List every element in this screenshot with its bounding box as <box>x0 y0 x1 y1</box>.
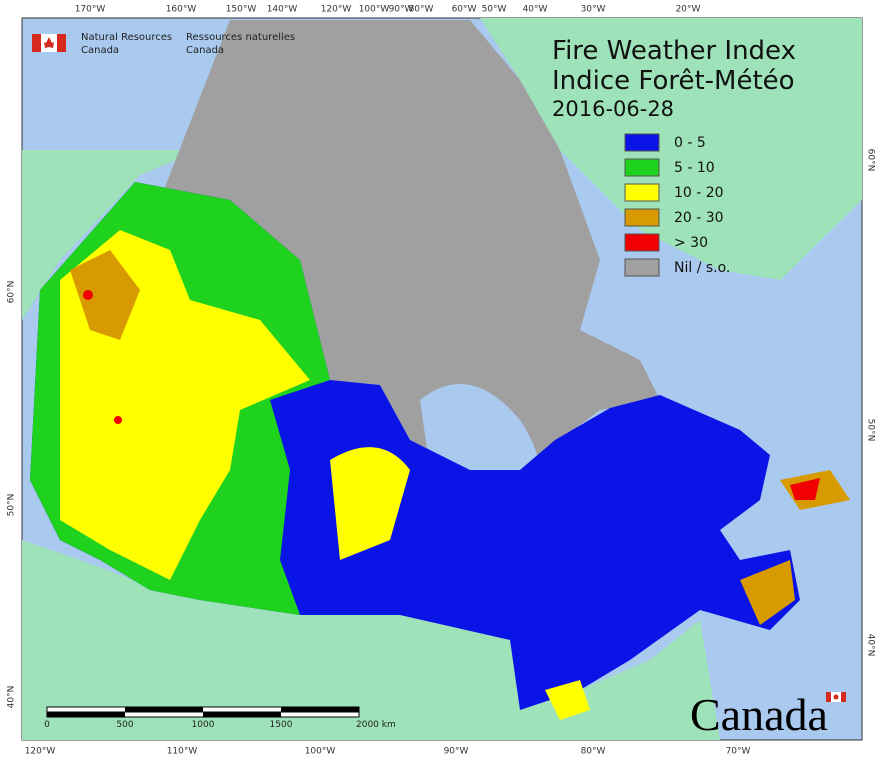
title: Fire Weather Index <box>552 36 796 66</box>
graticule-label: 100°W <box>305 747 336 757</box>
logo-flag <box>32 34 846 702</box>
title: Indice Forêt-Météo <box>552 66 795 96</box>
graticule-label: 90°W <box>444 747 469 757</box>
graticule-label: 40°N <box>866 634 876 657</box>
legend-label: 20 - 30 <box>674 210 724 226</box>
graticule-label: 60°N <box>7 281 17 304</box>
date: 2016-06-28 <box>552 97 674 121</box>
legend-label: > 30 <box>674 235 708 251</box>
graticule-label: 40°W <box>523 5 548 15</box>
legend-swatch <box>624 233 660 252</box>
legend-swatch <box>624 258 660 277</box>
graticule-label: 70°W <box>726 747 751 757</box>
graticule-label: 60°N <box>866 149 876 172</box>
graticule-label: 50°N <box>866 419 876 442</box>
logo-text: Natural Resources <box>81 32 172 43</box>
scale-label: 1500 <box>270 720 293 730</box>
graticule-label: 50°N <box>7 494 17 517</box>
scale-label: 2000 km <box>356 720 396 730</box>
legend-swatch <box>624 183 660 202</box>
graticule-label: 80°W <box>581 747 606 757</box>
graticule-label: 120°W <box>25 747 56 757</box>
graticule-label: 100°W <box>359 5 390 15</box>
legend-label: 5 - 10 <box>674 160 715 176</box>
graticule-label: 90°W <box>389 5 414 15</box>
graticule-label: 160°W <box>166 5 197 15</box>
legend-label: 0 - 5 <box>674 135 706 151</box>
graticule-label: 20°W <box>676 5 701 15</box>
graticule-label: 80°W <box>409 5 434 15</box>
graticule-label: 150°W <box>226 5 257 15</box>
graticule-label: 40°N <box>7 686 17 709</box>
legend-swatch <box>624 133 660 152</box>
graticule-label: 50°W <box>482 5 507 15</box>
scale-label: 500 <box>116 720 133 730</box>
graticule-label: 110°W <box>167 747 198 757</box>
scale-label: 0 <box>44 720 50 730</box>
legend-swatch <box>624 208 660 227</box>
scale-bar <box>46 706 360 718</box>
graticule-label: 120°W <box>321 5 352 15</box>
graticule-label: 30°W <box>581 5 606 15</box>
scale-label: 1000 <box>192 720 215 730</box>
logo-text: Canada <box>81 45 119 56</box>
logo-text: Canada <box>186 45 224 56</box>
legend-swatch <box>624 158 660 177</box>
graticule-label: 60°W <box>452 5 477 15</box>
logo-text: Ressources naturelles <box>186 32 295 43</box>
graticule-label: 140°W <box>267 5 298 15</box>
land <box>22 18 862 740</box>
wordmark: Canada <box>690 689 828 740</box>
legend-label: Nil / s.o. <box>674 260 730 276</box>
legend-label: 10 - 20 <box>674 185 724 201</box>
graticule-label: 170°W <box>75 5 106 15</box>
